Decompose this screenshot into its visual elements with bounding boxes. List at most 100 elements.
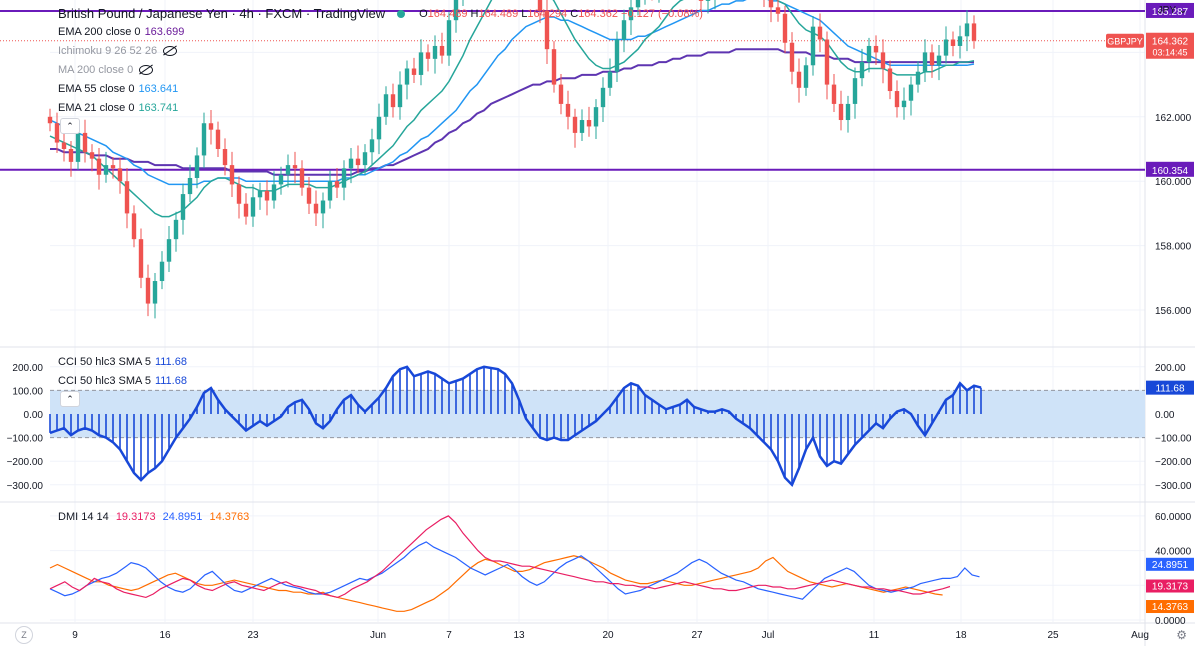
candle-body — [131, 213, 137, 240]
time-tick-label: Aug — [1131, 630, 1149, 641]
adx-value: 14.3763 — [209, 511, 250, 523]
dmi-value-tag-bg — [1146, 579, 1194, 593]
level-label: 160.354 — [1146, 161, 1194, 177]
candle-body — [61, 142, 67, 149]
high-value: 164.489 — [478, 7, 519, 20]
cci-left-tick-label: 100.00 — [12, 386, 43, 397]
candle-body — [96, 158, 102, 175]
candle-body — [425, 52, 431, 59]
indicator-ema21[interactable]: EMA 21 close 0 163.741 — [58, 102, 178, 114]
time-tick-label: 23 — [247, 630, 259, 641]
candle-body — [537, 0, 543, 11]
candle-body — [208, 123, 214, 130]
level-label-bg — [1146, 2, 1194, 18]
candle-body — [789, 42, 795, 72]
dmi-tick-label: 0.0000 — [1155, 616, 1186, 627]
time-tick-label: 13 — [513, 630, 525, 641]
candle-body — [222, 149, 228, 166]
candle-body — [152, 281, 158, 304]
candle-body — [775, 7, 781, 14]
timezone-button[interactable]: Z — [15, 626, 33, 644]
collapse-cci-legend-button[interactable]: ⌃ — [60, 391, 80, 407]
candle-body — [68, 149, 74, 162]
time-tick-label: 16 — [159, 630, 171, 641]
candle-body — [621, 20, 627, 40]
level-label: 165.287 — [1146, 2, 1194, 18]
indicator-ichimoku[interactable]: Ichimoku 9 26 52 26 — [58, 45, 178, 57]
candle-body — [971, 23, 977, 41]
indicator-label: Ichimoku 9 26 52 26 — [58, 45, 158, 57]
indicator-ema200[interactable]: EMA 200 close 0 163.699 — [58, 26, 184, 38]
candle-body — [257, 190, 263, 198]
candle-body — [411, 68, 417, 75]
time-tick-label: Jul — [762, 630, 775, 641]
indicator-label: CCI 50 hlc3 SMA 5 — [58, 375, 151, 387]
cci-legend-1[interactable]: CCI 50 hlc3 SMA 5 111.68 — [58, 356, 187, 368]
hidden-eye-icon[interactable] — [139, 65, 154, 76]
indicator-value: 163.641 — [138, 83, 179, 95]
candle-body — [348, 158, 354, 169]
indicator-value: 163.741 — [138, 102, 179, 114]
indicator-ema55[interactable]: EMA 55 close 0 163.641 — [58, 83, 178, 95]
dmi-tick-label: 60.0000 — [1155, 512, 1192, 523]
candle-body — [117, 168, 123, 182]
candle-body — [586, 120, 592, 127]
dmi-value-tag-bg — [1146, 557, 1194, 571]
time-tick-label: 25 — [1047, 630, 1059, 641]
candle-body — [82, 132, 88, 153]
candle-body — [803, 65, 809, 88]
candle-body — [817, 26, 823, 40]
dmi-plus-line — [49, 515, 951, 599]
candle-body — [397, 84, 403, 108]
symbol-tag-text: GBPJPY — [1107, 37, 1143, 47]
level-label-text: 165.287 — [1152, 7, 1189, 18]
last-price-text: 164.362 — [1152, 37, 1189, 48]
candle-body — [355, 158, 361, 166]
candle-body — [544, 10, 550, 50]
indicator-ma200[interactable]: MA 200 close 0 — [58, 64, 154, 76]
candle-body — [404, 68, 410, 85]
collapse-legend-button[interactable]: ⌃ — [60, 118, 80, 134]
candle-body — [614, 39, 620, 72]
candle-body — [915, 71, 921, 85]
indicator-label: DMI 14 14 — [58, 511, 109, 523]
candle-body — [145, 277, 151, 304]
candle-body — [446, 20, 452, 56]
candle-body — [334, 181, 340, 188]
candle-body — [110, 165, 116, 169]
candle-body — [124, 181, 130, 214]
candle-body — [180, 194, 186, 220]
candles — [47, 0, 977, 319]
candle-body — [299, 168, 305, 188]
open-value: 164.489 — [427, 7, 468, 20]
indicator-label: EMA 200 close 0 — [58, 26, 141, 38]
currency-selector[interactable]: JPY ⌄ — [1157, 5, 1187, 16]
candle-body — [705, 0, 711, 1]
candle-body — [54, 123, 60, 143]
cci-tick-label: 200.00 — [1155, 363, 1186, 374]
axes: 168.000166.000164.000162.000160.000158.0… — [7, 32, 1194, 641]
indicator-value: 111.68 — [154, 356, 187, 368]
dmi-legend[interactable]: DMI 14 14 19.3173 24.8951 14.3763 — [58, 511, 249, 523]
cci-tick-label: −100.00 — [1155, 434, 1192, 445]
candle-body — [362, 152, 368, 166]
candle-body — [894, 91, 900, 108]
indicator-label: MA 200 close 0 — [58, 64, 134, 76]
cci-legend-2[interactable]: CCI 50 hlc3 SMA 5 111.68 — [58, 375, 187, 387]
low-value: 164.294 — [527, 7, 568, 20]
symbol-title[interactable]: British Pound / Japanese Yen · 4h · FXCM… — [58, 6, 386, 21]
time-tick-label: 18 — [955, 630, 967, 641]
settings-gear-icon[interactable]: ⚙ — [1176, 628, 1187, 642]
indicator-value: 111.68 — [154, 375, 187, 387]
time-tick-label: 27 — [691, 630, 703, 641]
hidden-eye-icon[interactable] — [163, 46, 178, 57]
candle-body — [194, 155, 200, 178]
indicator-label: CCI 50 hlc3 SMA 5 — [58, 356, 151, 368]
cci-value-tag-bg — [1146, 380, 1194, 395]
dmi-pane — [49, 515, 980, 612]
change-value: −0.127 (−0.08%) — [621, 7, 703, 20]
candle-body — [929, 52, 935, 66]
candle-body — [551, 49, 557, 85]
